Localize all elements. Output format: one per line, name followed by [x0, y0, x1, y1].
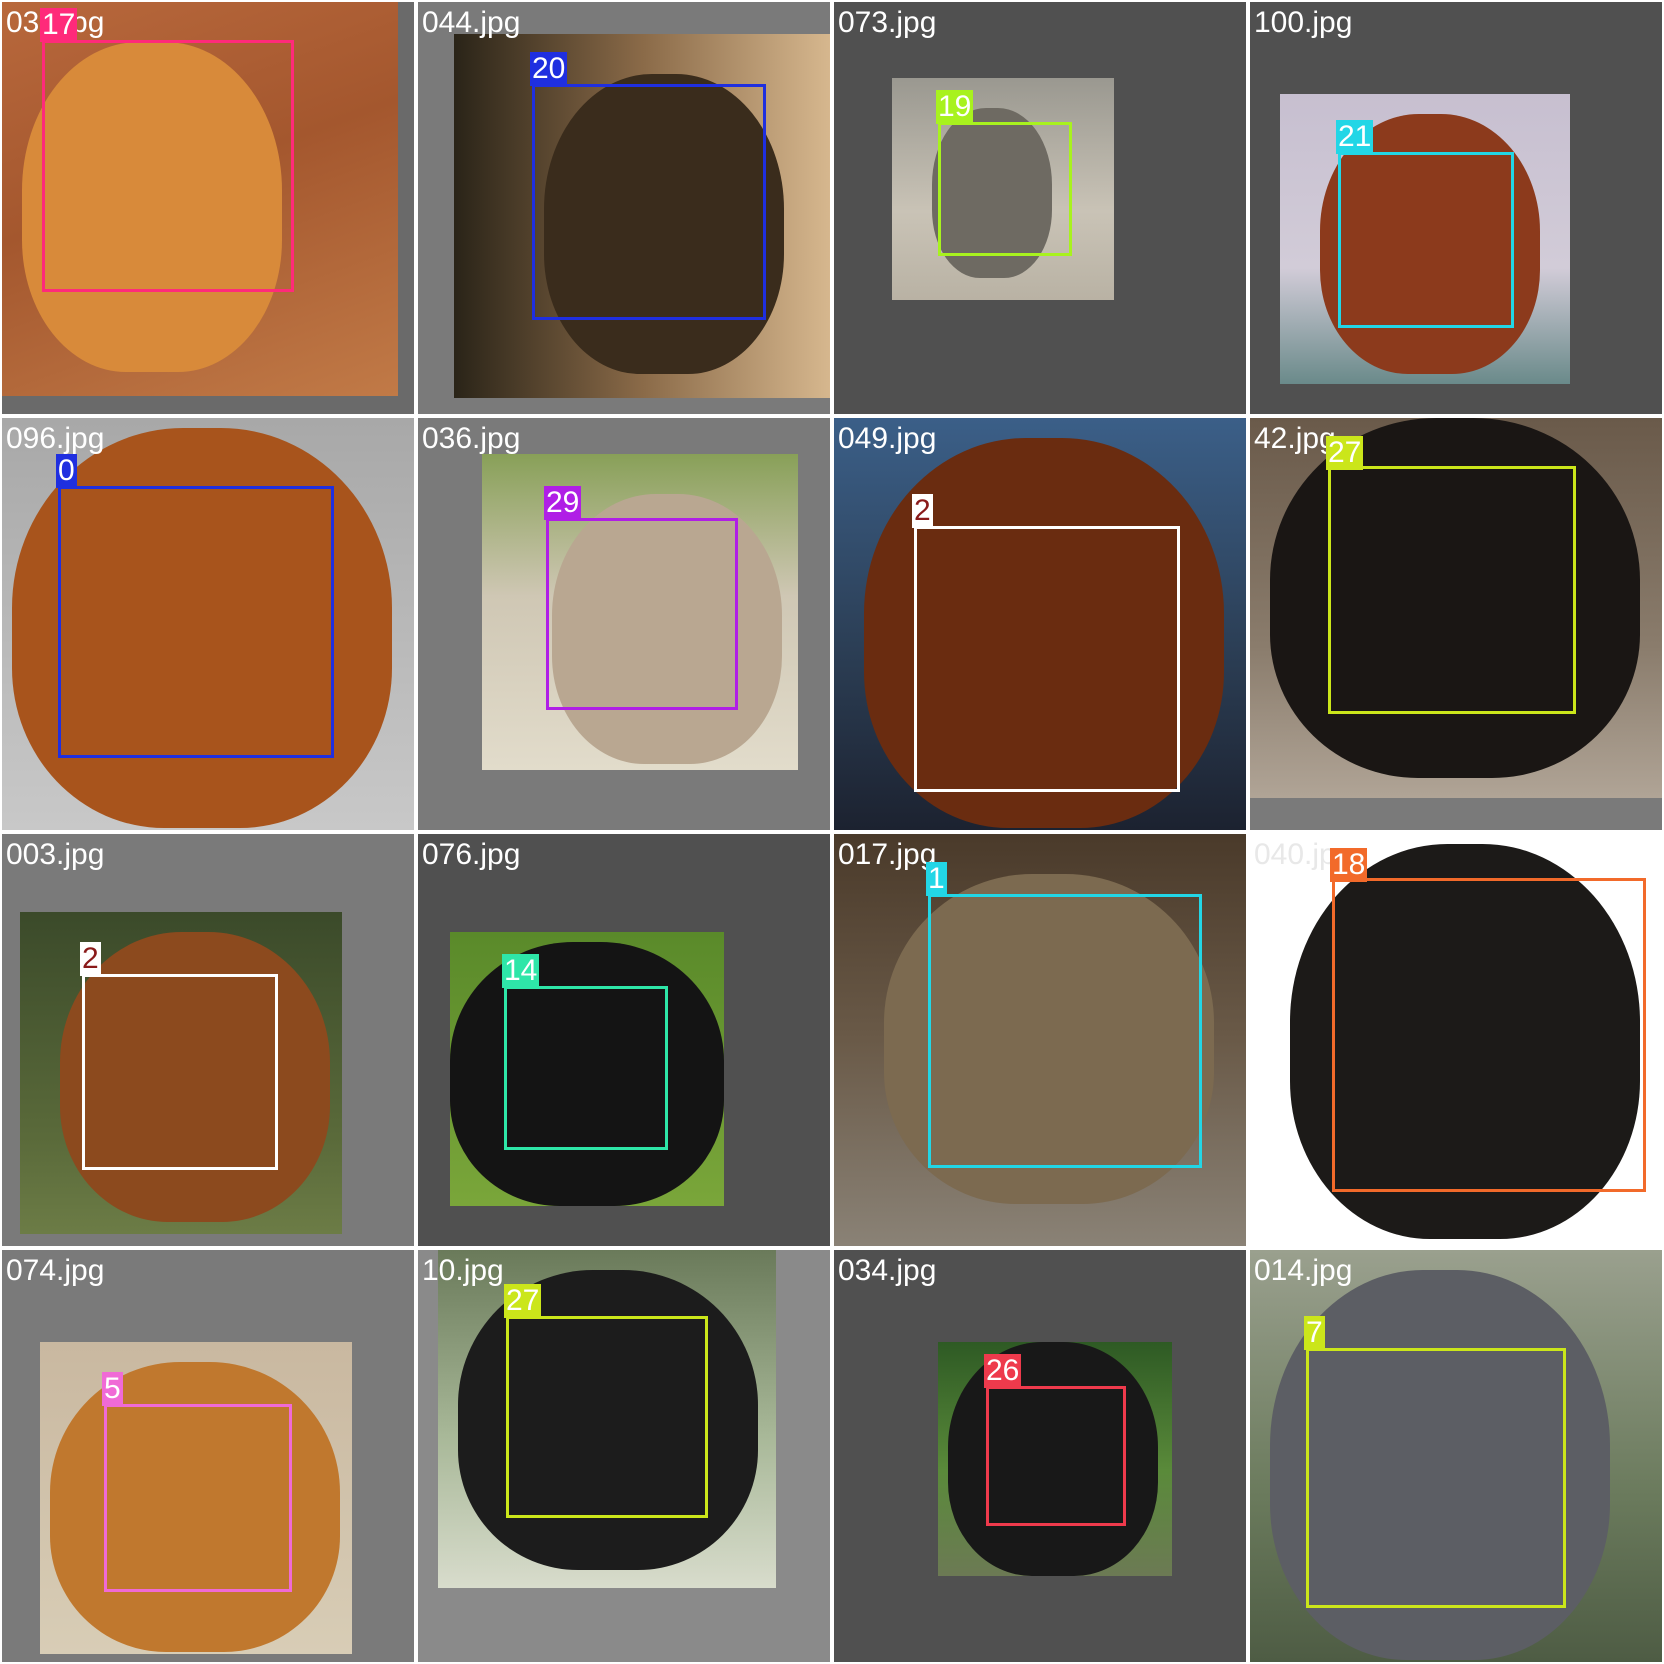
- tile-0: 03?.jpg 17: [2, 2, 414, 414]
- class-label: 0: [56, 454, 77, 488]
- class-label: 26: [984, 1354, 1022, 1388]
- bounding-box: [506, 1316, 708, 1518]
- class-label: 20: [530, 52, 568, 86]
- tile-4: 096.jpg 0: [2, 418, 414, 830]
- bounding-box: [532, 84, 766, 320]
- dog-shape: [12, 428, 392, 828]
- dog-photo: [1280, 94, 1570, 384]
- file-name-label: 096.jpg: [6, 422, 105, 455]
- tile-2: 073.jpg 19: [834, 2, 1246, 414]
- tile-13: 10.jpg 27: [418, 1250, 830, 1662]
- file-name-label: 044.jpg: [422, 6, 521, 39]
- tile-3: 100.jpg 21: [1250, 2, 1662, 414]
- tile-11: 040.jpg 18: [1250, 834, 1662, 1246]
- dog-shape: [22, 42, 282, 372]
- tile-10: 017.jpg 1: [834, 834, 1246, 1246]
- file-name-label: 076.jpg: [422, 838, 521, 871]
- file-name-label: 073.jpg: [838, 6, 937, 39]
- file-name-label: 049.jpg: [838, 422, 937, 455]
- class-label: 18: [1330, 848, 1368, 882]
- class-label: 2: [80, 942, 101, 976]
- bounding-box: [928, 894, 1202, 1168]
- class-label: 29: [544, 486, 582, 520]
- class-label: 17: [40, 8, 78, 42]
- dog-photo: [20, 912, 342, 1234]
- file-name-label: 034.jpg: [838, 1254, 937, 1287]
- dog-shape: [884, 874, 1214, 1204]
- tile-9: 076.jpg 14: [418, 834, 830, 1246]
- class-label: 1: [926, 862, 947, 896]
- bounding-box: [42, 40, 294, 292]
- file-name-label: 10.jpg: [422, 1254, 504, 1287]
- file-name-label: 074.jpg: [6, 1254, 105, 1287]
- dog-shape: [1320, 114, 1540, 374]
- dog-shape: [552, 494, 782, 764]
- file-name-label: 003.jpg: [6, 838, 105, 871]
- dog-shape: [60, 932, 330, 1222]
- bounding-box: [914, 526, 1180, 792]
- bounding-box: [1338, 152, 1514, 328]
- tile-12: 074.jpg 5: [2, 1250, 414, 1662]
- file-name-label: 42.jpg: [1254, 422, 1336, 455]
- dog-photo: [482, 454, 798, 770]
- bounding-box: [938, 122, 1072, 256]
- class-label: 7: [1304, 1316, 1325, 1350]
- class-label: 14: [502, 954, 540, 988]
- dog-photo: [1250, 834, 1662, 1246]
- dog-shape: [1270, 418, 1640, 778]
- class-label: 21: [1336, 120, 1374, 154]
- tile-14: 034.jpg 26: [834, 1250, 1246, 1662]
- file-name-label: 100.jpg: [1254, 6, 1353, 39]
- file-name-label: 017.jpg: [838, 838, 937, 871]
- dog-photo: [1250, 418, 1662, 798]
- bounding-box: [504, 986, 668, 1150]
- tile-8: 003.jpg 2: [2, 834, 414, 1246]
- tile-15: 014.jpg 7: [1250, 1250, 1662, 1662]
- bounding-box: [1332, 878, 1646, 1192]
- dog-photo: [2, 2, 398, 396]
- bounding-box: [1306, 1348, 1566, 1608]
- dog-photo: [834, 834, 1246, 1246]
- dog-photo: [892, 78, 1114, 300]
- file-name-label: 036.jpg: [422, 422, 521, 455]
- bounding-box: [82, 974, 278, 1170]
- class-label: 27: [1326, 436, 1364, 470]
- dog-shape: [932, 108, 1052, 278]
- bounding-box: [58, 486, 334, 758]
- tile-1: 044.jpg 20: [418, 2, 830, 414]
- dog-shape: [1290, 844, 1640, 1239]
- bounding-box: [104, 1404, 292, 1592]
- dog-photo: [454, 34, 830, 398]
- bounding-box: [546, 518, 738, 710]
- tile-5: 036.jpg 29: [418, 418, 830, 830]
- bounding-box: [986, 1386, 1126, 1526]
- dog-shape: [544, 74, 784, 374]
- class-label: 19: [936, 90, 974, 124]
- dog-shape: [1270, 1270, 1610, 1660]
- class-label: 5: [102, 1372, 123, 1406]
- class-label: 2: [912, 494, 933, 528]
- class-label: 27: [504, 1284, 542, 1318]
- file-name-label: 014.jpg: [1254, 1254, 1353, 1287]
- bounding-box: [1328, 466, 1576, 714]
- tile-7: 42.jpg 27: [1250, 418, 1662, 830]
- tile-6: 049.jpg 2: [834, 418, 1246, 830]
